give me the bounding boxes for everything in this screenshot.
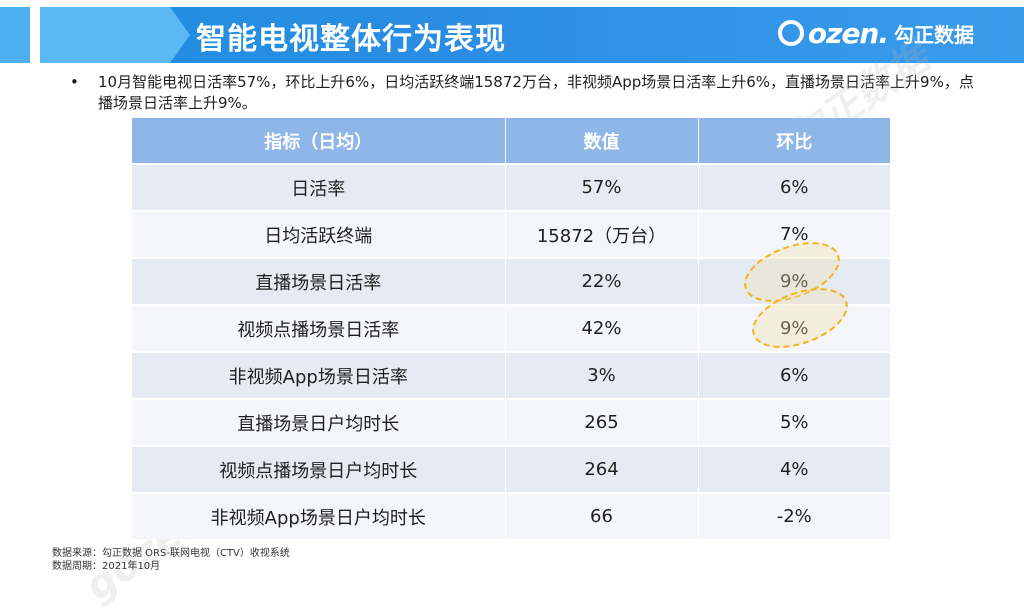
change-cell: 9% — [698, 304, 890, 352]
value-cell: 42% — [505, 304, 699, 352]
header-metric: 指标（日均） — [132, 118, 506, 164]
change-cell: 4% — [698, 445, 890, 493]
table-row: 视频点播场景日活率 42% 9% — [132, 304, 890, 352]
change-cell: 9% — [698, 257, 890, 305]
value-cell: 57% — [505, 163, 699, 211]
value-cell: 66 — [505, 492, 699, 539]
table-header-row: 指标（日均） 数值 环比 — [132, 118, 890, 164]
change-cell: 5% — [698, 398, 890, 446]
gozen-logo: ozen. 勾正数据 — [777, 15, 974, 51]
value-cell: 15872（万台） — [505, 210, 699, 258]
logo-g-icon — [777, 20, 804, 46]
table-row: 非视频App场景日活率 3% 6% — [132, 351, 890, 399]
change-cell: 6% — [698, 351, 890, 399]
logo-chinese-name: 勾正数据 — [894, 22, 974, 47]
metric-cell: 视频点播场景日活率 — [132, 304, 506, 352]
page-title: 智能电视整体行为表现 — [196, 22, 506, 57]
header-change: 环比 — [698, 118, 890, 164]
change-cell: 7% — [698, 210, 890, 258]
summary-text: 10月智能电视日活率57%，环比上升6%，日均活跃终端15872万台，非视频Ap… — [98, 73, 974, 112]
banner-accent-left — [0, 7, 30, 63]
metric-cell: 非视频App场景日户均时长 — [132, 492, 506, 539]
table-row: 直播场景日活率 22% 9% — [132, 257, 890, 305]
bullet-dot: • — [70, 73, 79, 91]
summary-bullet: • 10月智能电视日活率57%，环比上升6%，日均活跃终端15872万台，非视频… — [70, 72, 980, 114]
table-row: 视频点播场景日户均时长 264 4% — [132, 445, 890, 493]
table-row: 直播场景日户均时长 265 5% — [132, 398, 890, 446]
banner-chevron — [40, 7, 190, 63]
metric-cell: 直播场景日活率 — [132, 257, 506, 305]
data-period-note: 数据周期：2021年10月 — [52, 561, 161, 572]
metric-cell: 日活率 — [132, 163, 506, 211]
value-cell: 22% — [505, 257, 699, 305]
value-cell: 265 — [505, 398, 699, 446]
header-value: 数值 — [505, 118, 699, 164]
logo-wordmark: ozen. — [807, 16, 889, 50]
change-cell: -2% — [698, 492, 890, 539]
metric-cell: 非视频App场景日活率 — [132, 351, 506, 399]
metrics-table: 指标（日均） 数值 环比 日活率 57% 6% 日均活跃终端 15872（万台）… — [132, 118, 890, 539]
change-cell: 6% — [698, 163, 890, 211]
footer-notes: 数据来源：勾正数据 ORS-联网电视（CTV）收视系统 数据周期：2021年10… — [52, 547, 290, 573]
title-banner: 智能电视整体行为表现 ozen. 勾正数据 — [0, 0, 1024, 64]
metric-cell: 视频点播场景日户均时长 — [132, 445, 506, 493]
banner-background — [40, 7, 1024, 63]
value-cell: 264 — [505, 445, 699, 493]
data-source-note: 数据来源：勾正数据 ORS-联网电视（CTV）收视系统 — [52, 548, 290, 559]
metric-cell: 直播场景日户均时长 — [132, 398, 506, 446]
metric-cell: 日均活跃终端 — [132, 210, 506, 258]
table-row: 日活率 57% 6% — [132, 163, 890, 211]
table-row: 非视频App场景日户均时长 66 -2% — [132, 492, 890, 539]
table-row: 日均活跃终端 15872（万台） 7% — [132, 210, 890, 258]
value-cell: 3% — [505, 351, 699, 399]
